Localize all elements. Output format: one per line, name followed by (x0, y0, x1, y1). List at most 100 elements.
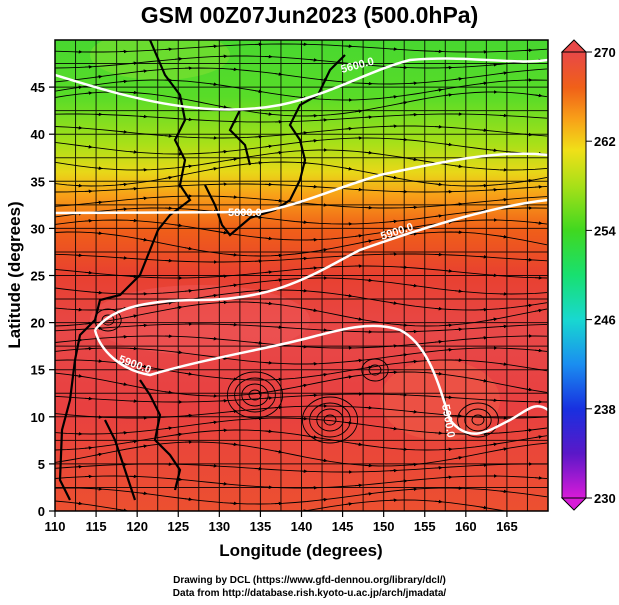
flow-arrow (499, 197, 508, 202)
flow-arrow (354, 483, 363, 488)
flow-arrow (399, 100, 408, 105)
flow-arrow (74, 85, 83, 90)
x-tick-label: 130 (208, 519, 230, 534)
flow-arrow (299, 220, 308, 225)
flow-arrow (409, 232, 418, 236)
lat-lon-grid (55, 40, 548, 511)
flow-arrow (299, 383, 308, 388)
y-tick-label: 45 (31, 80, 45, 95)
flow-arrow (94, 200, 103, 205)
flow-arrow (489, 63, 498, 67)
flow-arrow (319, 248, 328, 252)
flow-arrow (409, 462, 418, 467)
contour-5600 (55, 57, 548, 111)
flow-arrow (309, 139, 318, 143)
flow-arrow (165, 517, 171, 518)
colorbar-tick-label: 254 (594, 223, 616, 238)
y-tick-label: 35 (31, 174, 45, 189)
x-tick-label: 165 (496, 519, 518, 534)
flow-arrow (184, 164, 193, 169)
contour-5900-b (93, 324, 548, 435)
flow-arrow (219, 149, 228, 154)
flow-arrow (129, 314, 138, 318)
flow-arrow (409, 409, 418, 414)
streamline (55, 231, 548, 257)
flow-arrow (264, 236, 273, 241)
flow-arrow (184, 246, 193, 251)
x-tick-label: 120 (126, 519, 148, 534)
flow-arrow (454, 77, 463, 81)
flow-arrow (255, 517, 261, 518)
flow-arrow (364, 492, 373, 496)
flow-arrow (164, 301, 173, 305)
flow-arrow (274, 72, 283, 76)
flow-arrow (409, 359, 418, 364)
flow-arrow (184, 289, 193, 293)
vortex-ring (234, 377, 276, 413)
flow-arrow (119, 182, 128, 187)
flow-arrow (184, 497, 193, 501)
flow-arrow (299, 131, 308, 135)
y-tick-label: 5 (38, 457, 45, 472)
flow-arrow (499, 489, 508, 494)
x-tick-label: 160 (455, 519, 477, 534)
flow-arrow (74, 374, 83, 378)
flow-arrow (274, 449, 283, 454)
flow-arrow (94, 166, 103, 170)
flow-arrow (254, 89, 263, 94)
flow-arrow (399, 353, 408, 357)
flow-arrow (354, 234, 363, 238)
flow-arrow (454, 164, 463, 169)
flow-arrow (264, 429, 273, 434)
flow-arrow (444, 142, 453, 147)
flow-arrow (434, 499, 443, 504)
flow-arrow (209, 336, 218, 341)
flow-arrow (364, 278, 373, 283)
streamline (55, 323, 548, 333)
flow-arrow (354, 109, 363, 114)
y-axis: 0 5 10 15 20 25 30 35 40 45 (31, 80, 55, 519)
flow-arrow (434, 88, 443, 92)
flow-arrow (174, 350, 183, 355)
credit-data-source: Data from http://database.rish.kyoto-u.a… (172, 588, 447, 599)
flow-arrow (344, 126, 353, 131)
flow-arrow (524, 303, 533, 308)
flow-arrow (534, 348, 543, 353)
flow-arrow (184, 372, 193, 376)
vortex-ring (471, 414, 485, 426)
flow-arrow (264, 144, 273, 149)
flow-arrow (354, 358, 363, 363)
flow-arrow (319, 458, 328, 463)
flow-arrow (309, 308, 318, 313)
flow-arrow (344, 375, 353, 379)
flow-arrow (139, 444, 148, 449)
flow-arrow (119, 79, 128, 84)
credit-drawing: Drawing by DCL (https://www.gfd-dennou.o… (173, 575, 446, 586)
flow-arrow (344, 166, 353, 171)
flow-arrow (229, 253, 238, 257)
x-tick-label: 145 (332, 519, 354, 534)
vortex-ring (323, 414, 337, 426)
flow-arrow (534, 93, 543, 98)
flow-arrow (139, 196, 148, 201)
vortex-ring (316, 408, 344, 432)
flow-arrow (454, 456, 463, 460)
flow-arrow (434, 306, 443, 311)
y-axis-label: Latitude (degrees) (5, 201, 24, 348)
streamline (55, 113, 548, 123)
colorbar-scale (561, 51, 587, 499)
flow-arrow (84, 321, 93, 326)
flow-arrow (344, 293, 353, 298)
y-tick-label: 10 (31, 410, 45, 425)
flow-arrow (219, 105, 228, 109)
flow-arrow (264, 301, 273, 306)
y-tick-label: 0 (38, 504, 45, 519)
flow-arrow (479, 505, 488, 510)
flow-arrow (74, 501, 83, 506)
flow-arrow (354, 317, 363, 321)
flow-arrow (479, 81, 488, 86)
flow-arrow (84, 91, 93, 95)
x-tick-label: 150 (373, 519, 395, 534)
flow-arrow (139, 69, 148, 73)
